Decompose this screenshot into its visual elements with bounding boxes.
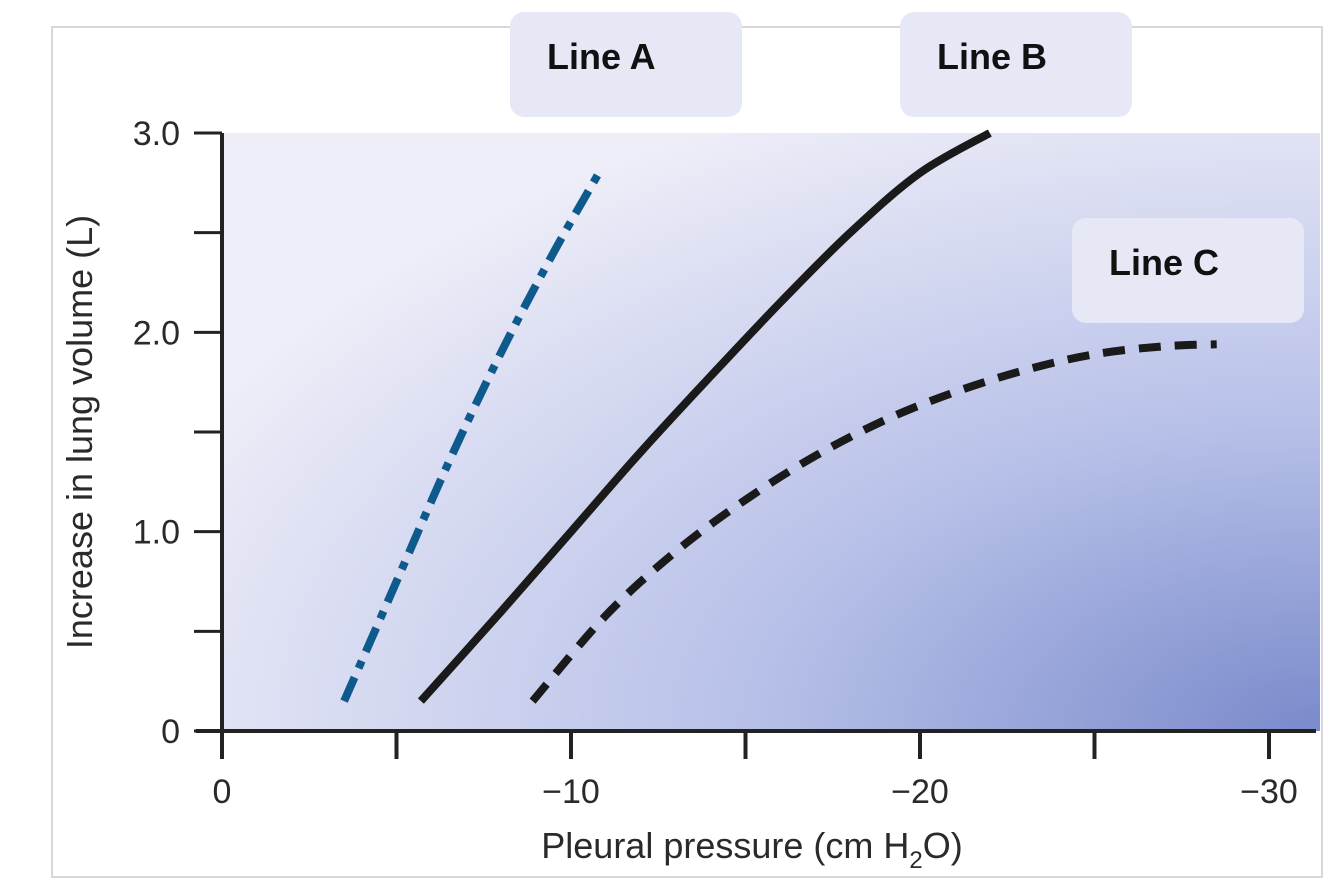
y-tick-label: 1.0 (133, 514, 180, 552)
y-tick-label: 0 (161, 713, 180, 751)
axes: 0 1.0 2.0 3.0 0 −10 −20 −30 (133, 115, 1316, 811)
line-c-label: Line C (1072, 218, 1304, 323)
axis-titles: Pleural pressure (cm H2O) Increase in lu… (59, 215, 963, 874)
x-axis-title: Pleural pressure (cm H2O) (541, 825, 962, 874)
y-tick-label: 3.0 (133, 115, 180, 153)
series-line-a (340, 170, 603, 703)
x-tick-label: −10 (542, 773, 600, 811)
series-line-b (417, 129, 992, 704)
series-line-c (529, 340, 1217, 704)
x-tick-label: −20 (891, 773, 949, 811)
x-tick-label: 0 (213, 773, 232, 811)
y-axis-title: Increase in lung volume (L) (59, 215, 100, 649)
x-tick-label: −30 (1240, 773, 1298, 811)
line-a-label: Line A (510, 12, 742, 117)
line-b-label: Line B (900, 12, 1132, 117)
y-tick-label: 2.0 (133, 314, 180, 352)
series-layer (340, 129, 1217, 704)
